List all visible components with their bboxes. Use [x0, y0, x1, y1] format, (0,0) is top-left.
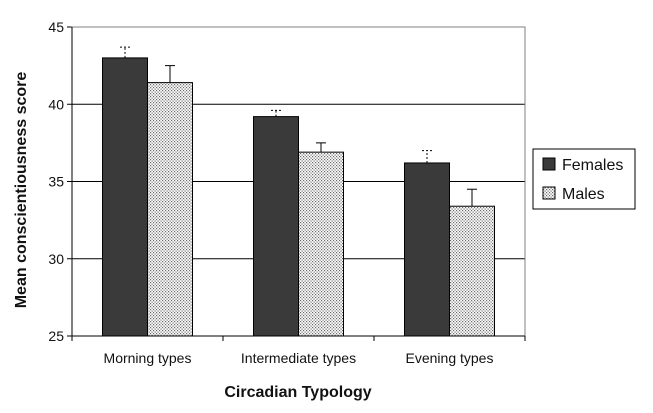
bar-males-0	[147, 82, 193, 337]
legend-label-females: Females	[562, 157, 623, 174]
bar-females-1	[253, 116, 299, 337]
legend-swatch-males	[542, 186, 556, 200]
x-category-label: Evening types	[406, 350, 494, 366]
x-category-labels: Morning types Intermediate types Evening t…	[104, 350, 494, 366]
y-axis-title: Mean conscientiousness score	[13, 72, 30, 309]
x-axis-title: Circadian Typology	[224, 384, 371, 401]
bar-males-2	[449, 205, 495, 337]
x-category-label: Intermediate types	[241, 350, 356, 366]
y-tick-label-35: 35	[48, 174, 64, 190]
y-tick-label-40: 40	[48, 96, 64, 112]
y-tick-label-45: 45	[48, 19, 64, 35]
y-tick-labels: 25 30 35 40 45	[48, 19, 64, 344]
legend-swatch-females	[542, 157, 556, 171]
bar-females-0	[102, 57, 148, 337]
y-tick-label-30: 30	[48, 251, 64, 267]
legend-label-males: Males	[562, 186, 605, 203]
legend: Females Males	[532, 148, 636, 210]
x-category-label: Morning types	[104, 350, 192, 366]
y-tick-label-25: 25	[48, 328, 64, 344]
bar-males-1	[298, 151, 344, 337]
bars	[102, 57, 495, 337]
plot-frame	[67, 26, 526, 341]
error-bars	[120, 46, 477, 207]
bar-females-2	[404, 162, 450, 337]
